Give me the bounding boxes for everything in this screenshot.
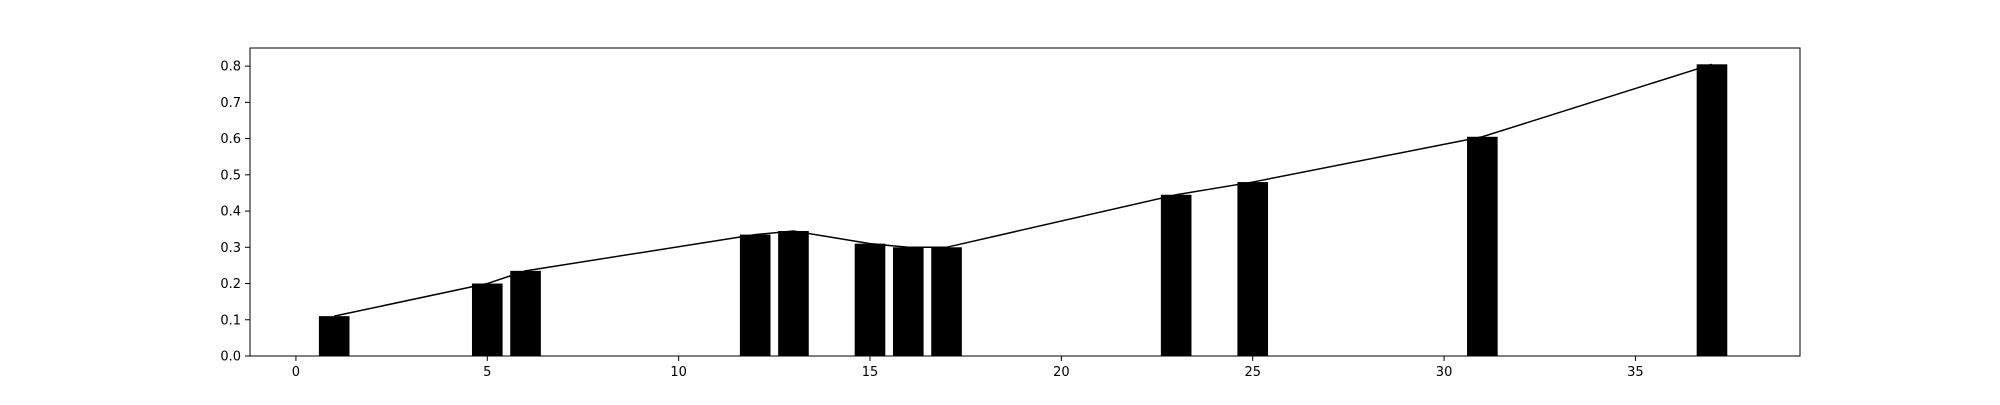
y-tick-label: 0.3 (220, 241, 241, 256)
bar-6 (510, 270, 541, 356)
bar-23 (1160, 194, 1192, 356)
y-tick-label: 0.5 (220, 168, 241, 183)
bar-31 (1467, 136, 1498, 356)
bars-layer (318, 64, 1728, 357)
y-tick-label: 0.1 (220, 313, 241, 328)
x-tick-label: 15 (862, 365, 879, 380)
y-axis: 0.0 0.1 0.2 0.3 0.4 0.5 0.6 0.7 0.8 (220, 60, 250, 365)
y-tick-label: 0.4 (220, 205, 241, 220)
y-tick-label: 0.8 (220, 60, 241, 75)
line-layer (334, 63, 1713, 317)
bar-1 (318, 316, 350, 356)
x-tick-label: 0 (292, 365, 300, 380)
y-tick-label: 0.7 (220, 96, 241, 111)
y-tick-label: 0.0 (220, 350, 241, 365)
trend-line (334, 63, 1713, 317)
x-tick-label: 20 (1053, 365, 1070, 380)
y-tick-label: 0.6 (220, 132, 241, 147)
plot-frame (249, 47, 1801, 357)
y-tick-label: 0.2 (220, 277, 241, 292)
bar-12 (739, 234, 771, 356)
bar-16 (892, 247, 924, 356)
bar-13 (778, 230, 809, 356)
bar-37 (1696, 64, 1728, 357)
x-axis: 0 5 10 15 20 25 30 35 (292, 356, 1644, 380)
bar-5 (471, 283, 503, 356)
x-tick-label: 35 (1627, 365, 1644, 380)
x-tick-label: 5 (483, 365, 491, 380)
x-tick-label: 10 (670, 365, 687, 380)
bar-15 (854, 243, 886, 356)
bar-17 (931, 247, 962, 356)
x-tick-label: 30 (1436, 365, 1453, 380)
x-tick-label: 25 (1244, 365, 1261, 380)
bar-25 (1237, 182, 1269, 356)
